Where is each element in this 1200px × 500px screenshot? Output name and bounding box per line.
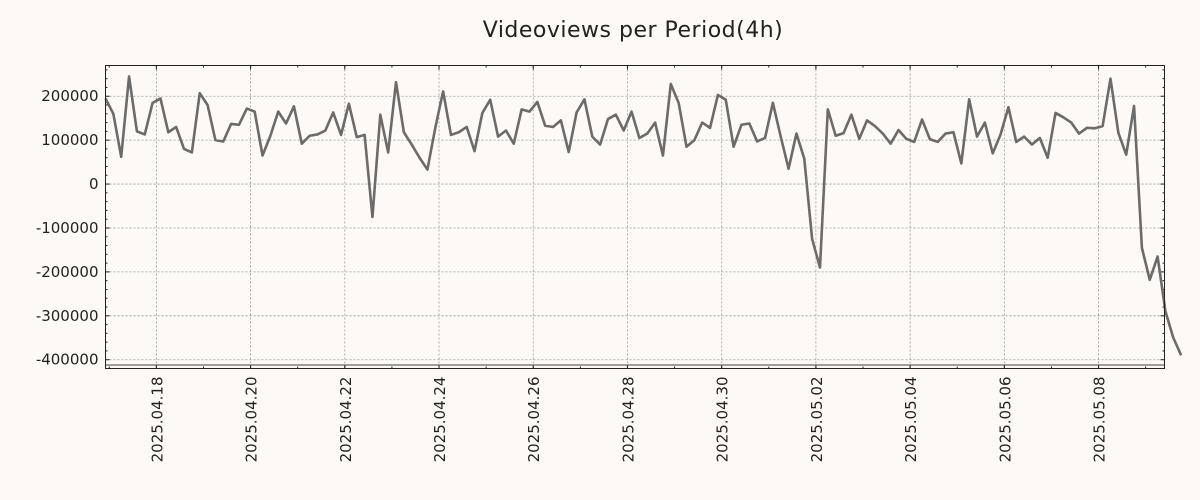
y-tick-label: -100000	[36, 219, 99, 237]
y-tick-label: -300000	[36, 307, 99, 325]
x-tick-label: 2025.04.26	[525, 377, 543, 463]
x-tick-label: 2025.04.22	[337, 377, 355, 463]
x-tick-label: 2025.05.02	[808, 377, 826, 463]
x-tick-label: 2025.05.06	[996, 377, 1014, 463]
axes: 200000 100000 0 -100000 -200000 -300000 -40000…	[36, 65, 1165, 463]
series-line	[104, 75, 1183, 356]
x-tick-label: 2025.05.08	[1091, 377, 1109, 463]
y-tick-label: -400000	[36, 351, 99, 369]
x-tick-label: 2025.04.24	[431, 376, 449, 462]
x-tick-label: 2025.04.30	[714, 377, 732, 463]
grid	[105, 65, 1165, 369]
x-tick-label: 2025.04.20	[243, 377, 261, 463]
y-tick-label: 100000	[41, 131, 98, 149]
x-tick-label: 2025.04.28	[619, 377, 637, 463]
chart-title: Videoviews per Period(4h)	[483, 18, 784, 43]
x-tick-label: 2025.04.18	[148, 377, 166, 463]
y-tick-label: 0	[89, 175, 99, 193]
x-tick-label: 2025.05.04	[902, 377, 920, 463]
y-tick-label: 200000	[41, 87, 98, 105]
y-tick-label: -200000	[36, 263, 99, 281]
plot-frame	[105, 65, 1165, 369]
plot-area	[104, 75, 1183, 356]
